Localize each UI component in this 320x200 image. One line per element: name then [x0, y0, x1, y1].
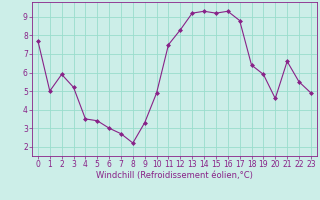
X-axis label: Windchill (Refroidissement éolien,°C): Windchill (Refroidissement éolien,°C) — [96, 171, 253, 180]
